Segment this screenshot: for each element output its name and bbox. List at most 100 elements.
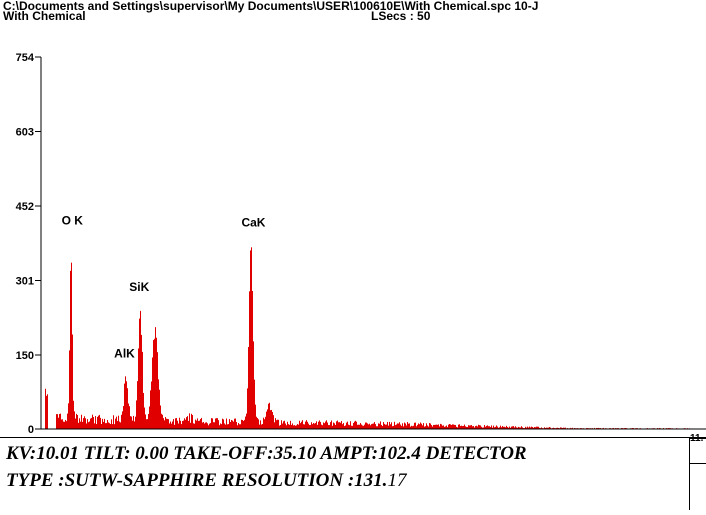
spectrum-bar <box>328 425 329 429</box>
spectrum-bar <box>356 421 357 429</box>
spectrum-bar <box>221 424 222 429</box>
spectrum-bar <box>246 413 247 429</box>
spectrum-bar <box>373 423 374 429</box>
spectrum-bar <box>315 423 316 429</box>
spectrum-bar <box>411 425 412 429</box>
spectrum-bar <box>215 418 216 429</box>
spectrum-bar <box>102 418 103 429</box>
spectrum-bar <box>522 427 523 429</box>
spectrum-bar <box>269 402 270 429</box>
spectrum-bar <box>200 418 201 429</box>
spectrum-bar <box>308 423 309 429</box>
spectrum-bar <box>250 250 251 429</box>
spectrum-bar <box>512 426 513 429</box>
spectrum-bar <box>537 426 538 429</box>
spectrum-bar <box>322 425 323 429</box>
live-seconds-label: LSecs : 50 <box>371 9 431 23</box>
spectrum-bar <box>529 426 530 429</box>
acquisition-parameters-line-1: KV:10.01 TILT: 0.00 TAKE-OFF:35.10 AMPT:… <box>6 443 527 464</box>
spectrum-bar <box>596 427 597 429</box>
spectrum-bar <box>511 426 512 429</box>
spectrum-bar <box>125 376 126 429</box>
spectrum-bar <box>483 427 484 429</box>
spectrum-bar <box>281 420 282 429</box>
spectrum-bar <box>279 425 280 429</box>
spectrum-bar <box>82 421 83 429</box>
spectrum-bar <box>223 419 224 429</box>
spectrum-bar <box>128 403 129 429</box>
spectrum-bar <box>405 423 406 429</box>
spectrum-bar <box>403 426 404 429</box>
spectrum-bar <box>47 394 48 429</box>
spectrum-bar <box>86 423 87 429</box>
spectrum-bar <box>100 417 101 429</box>
spectrum-bar <box>238 423 239 429</box>
spectrum-bar <box>533 427 534 429</box>
spectrum-bar <box>422 425 423 429</box>
spectrum-bar <box>242 420 243 429</box>
spectrum-bar <box>393 425 394 429</box>
spectrum-bar <box>241 419 242 429</box>
y-tick-label: 301 <box>16 275 34 287</box>
side-box <box>690 463 706 511</box>
spectrum-bar <box>396 424 397 429</box>
spectrum-bar <box>167 418 168 429</box>
spectrum-bar <box>61 419 62 429</box>
spectrum-bar <box>347 421 348 429</box>
spectrum-bar <box>154 338 155 429</box>
side-box-border <box>690 437 706 439</box>
spectrum-bar <box>204 423 205 429</box>
spectrum-bar <box>134 421 135 429</box>
spectrum-bar <box>132 420 133 429</box>
spectrum-bar <box>429 423 430 429</box>
spectrum-bar <box>369 423 370 429</box>
spectrum-bar <box>307 421 308 429</box>
spectrum-bar <box>194 423 195 429</box>
spectrum-bar <box>395 425 396 429</box>
spectrum-bar <box>370 425 371 429</box>
spectrum-bar <box>109 423 110 429</box>
spectrum-bar <box>123 406 124 429</box>
spectrum-bar <box>256 416 257 429</box>
spectrum-bar <box>290 420 291 429</box>
spectrum-bar <box>402 423 403 429</box>
spectrum-bar <box>224 423 225 429</box>
spectrum-bar <box>263 417 264 429</box>
spectrum-bar <box>277 419 278 429</box>
spectrum-bar <box>170 421 171 429</box>
spectrum-bar <box>110 423 111 429</box>
spectrum-bar <box>321 424 322 429</box>
spectrum-bar <box>202 422 203 429</box>
spectrum-bar <box>195 419 196 429</box>
spectrum-bar <box>56 414 57 429</box>
spectrum-bar <box>565 427 566 429</box>
spectrum-bar <box>327 422 328 429</box>
spectrum-bar <box>441 424 442 429</box>
spectrum-bar <box>81 414 82 429</box>
spectrum-bar <box>166 418 167 429</box>
spectrum-bar <box>557 427 558 429</box>
spectrum-bar <box>203 421 204 429</box>
spectrum-bar <box>333 422 334 429</box>
spectrum-bar <box>235 418 236 429</box>
spectrum-bar <box>550 427 551 429</box>
spectrum-bar <box>232 420 233 429</box>
spectrum-bar <box>274 422 275 429</box>
spectrum-bar <box>149 406 150 429</box>
spectrum-bar <box>206 422 207 429</box>
spectrum-bar <box>419 424 420 429</box>
spectrum-bar <box>84 416 85 429</box>
y-tick-label: 754 <box>16 52 35 64</box>
spectrum-bar <box>296 425 297 429</box>
peak-label-cak: CaK <box>241 216 265 230</box>
spectrum-bar <box>160 405 161 429</box>
spectrum-bar <box>127 388 128 429</box>
peak-label-ok: O K <box>62 213 84 227</box>
spectrum-bar <box>518 426 519 429</box>
spectrum-bar <box>451 425 452 429</box>
spectrum-bar <box>499 427 500 429</box>
spectrum-bar <box>286 425 287 429</box>
spectrum-bar <box>409 423 410 429</box>
spectrum-bar <box>236 422 237 429</box>
